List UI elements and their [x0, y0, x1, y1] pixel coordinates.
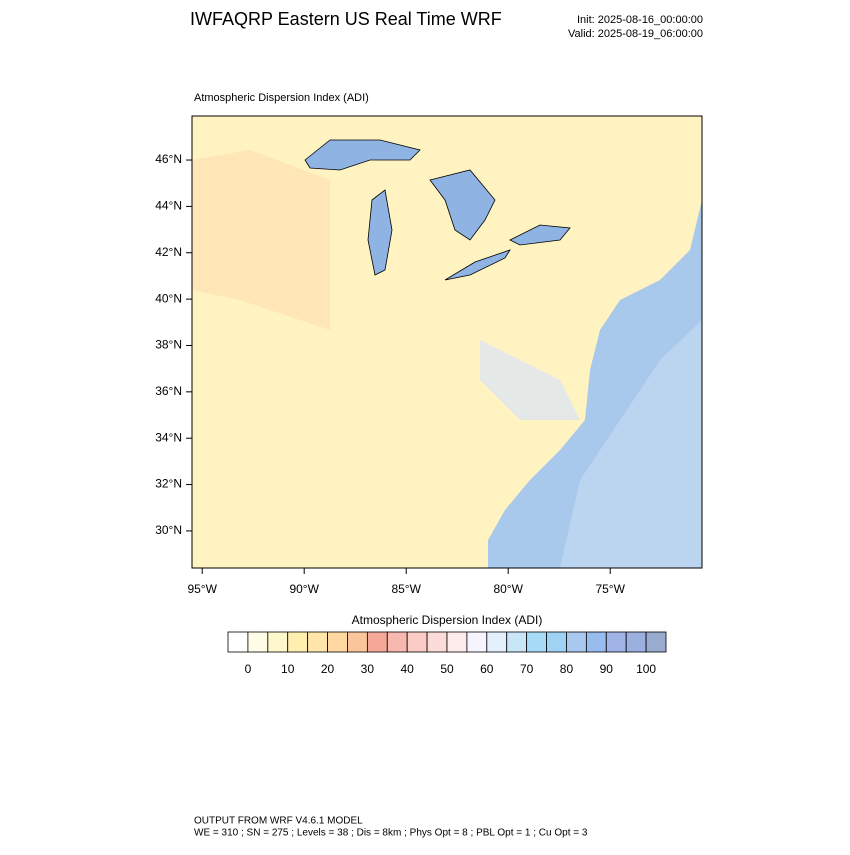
lat-label: 36°N	[155, 384, 182, 398]
footer-line: WE = 310 ; SN = 275 ; Levels = 38 ; Dis …	[194, 828, 588, 839]
lon-label: 75°W	[595, 582, 625, 596]
ocean-shade	[560, 320, 702, 568]
colorbar-box	[645, 631, 667, 653]
colorbar-box	[446, 631, 468, 653]
colorbar-box	[347, 631, 368, 653]
footer-line: OUTPUT FROM WRF V4.6.1 MODEL	[194, 816, 363, 827]
colorbar-title: Atmospheric Dispersion Index (ADI)	[352, 613, 543, 627]
colorbar-box	[546, 631, 567, 653]
colorbar-box	[466, 631, 488, 653]
colorbar-box	[307, 631, 328, 653]
title: IWFAQRP Eastern US Real Time WRF	[190, 9, 502, 29]
lon-label: 90°W	[289, 582, 319, 596]
lake-superior	[304, 139, 421, 171]
colorbar-box	[327, 631, 348, 653]
colorbar-box	[247, 631, 269, 653]
lat-label: 46°N	[155, 152, 182, 166]
colorbar-box	[506, 631, 528, 653]
colorbar-box	[366, 631, 388, 653]
colorbar-label: 90	[600, 662, 614, 676]
lon-label: 80°W	[493, 582, 523, 596]
colorbar-label: 70	[520, 662, 534, 676]
colorbar-box	[227, 631, 249, 653]
colorbar-label: 0	[245, 662, 252, 676]
colorbar-box	[605, 631, 627, 653]
lake-huron	[429, 169, 496, 241]
lat-label: 44°N	[155, 199, 182, 213]
lon-label: 85°W	[391, 582, 421, 596]
lat-label: 38°N	[155, 338, 182, 352]
colorbar-label: 40	[401, 662, 415, 676]
lat-label: 30°N	[155, 523, 182, 537]
colorbar-box	[267, 631, 289, 653]
colorbar-box	[406, 631, 428, 653]
colorbar-box	[426, 631, 448, 653]
colorbar-label: 50	[440, 662, 454, 676]
lon-label: 95°W	[187, 582, 217, 596]
map-subtitle: Atmospheric Dispersion Index (ADI)	[194, 92, 369, 104]
lat-label: 32°N	[155, 477, 182, 491]
colorbar-label: 30	[361, 662, 375, 676]
lat-label: 42°N	[155, 245, 182, 259]
land-shade	[192, 150, 330, 330]
map-panel	[191, 115, 703, 569]
lat-label: 34°N	[155, 430, 182, 444]
colorbar-label: 10	[281, 662, 295, 676]
colorbar-box	[526, 631, 547, 653]
colorbar-box	[625, 631, 647, 653]
lake-erie	[444, 249, 511, 281]
lake-ontario	[509, 224, 571, 246]
colorbar: 0 10 20 30 40 50 60 70 80 90 100	[227, 631, 667, 676]
colorbar-label: 20	[321, 662, 335, 676]
map-axes: 46°N 44°N 42°N 40°N 38°N 36°N 34°N 32°N 30°N 95°W…	[155, 152, 625, 596]
colorbar-box	[566, 631, 587, 653]
init-time: Init: 2025-08-16_00:00:00	[577, 14, 703, 26]
colorbar-label: 100	[636, 662, 656, 676]
colorbar-box	[386, 631, 408, 653]
colorbar-box	[486, 631, 508, 653]
land-shade	[480, 340, 580, 420]
colorbar-box	[585, 631, 607, 653]
colorbar-label: 60	[480, 662, 494, 676]
map-frame	[191, 115, 703, 569]
colorbar-label: 80	[560, 662, 574, 676]
lake-michigan	[367, 189, 393, 276]
colorbar-box	[287, 631, 309, 653]
lat-label: 40°N	[155, 291, 182, 305]
valid-time: Valid: 2025-08-19_06:00:00	[568, 28, 703, 40]
